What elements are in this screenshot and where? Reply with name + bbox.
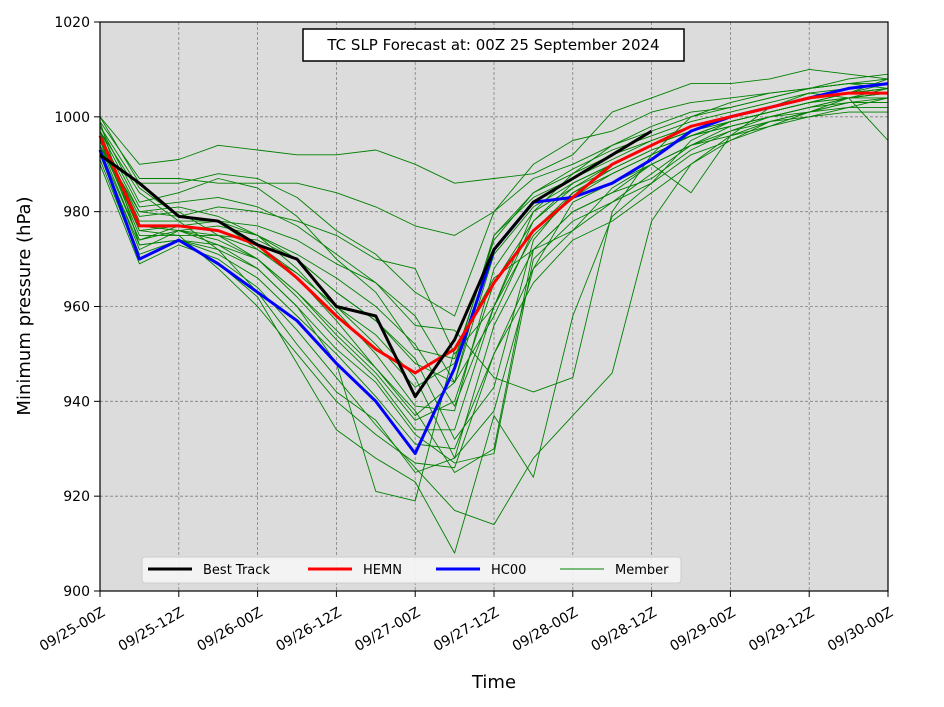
legend-label-best-track: Best Track (203, 563, 270, 578)
member-line-9 (99, 111, 888, 464)
x-tick-label: 09/27-00Z (352, 605, 423, 655)
member-line-11 (99, 97, 889, 526)
x-tick-label: 09/28-12Z (589, 605, 660, 655)
member-line-14 (99, 87, 889, 473)
member-line-17 (99, 83, 889, 360)
y-tick-label: 900 (63, 584, 90, 600)
y-tick-label: 1020 (54, 15, 90, 31)
y-axis-label: Minimum pressure (hPa) (14, 196, 35, 415)
legend: Best Track HEMN HC00 Member (141, 556, 682, 584)
member-line-22 (99, 73, 889, 393)
legend-label-hc00: HC00 (491, 563, 526, 578)
member-line-21 (99, 92, 889, 502)
chart-title-frame (302, 28, 685, 62)
legend-label-hemn: HEMN (363, 563, 402, 578)
y-tick-label: 920 (63, 489, 90, 505)
x-axis-label: Time (471, 672, 516, 693)
member-line-18 (99, 78, 889, 317)
series-line-best-track (99, 129, 653, 399)
y-tick-label: 1000 (54, 110, 90, 126)
member-line-1 (99, 68, 889, 184)
member-line-23 (99, 92, 889, 383)
x-tick-label: 09/26-00Z (195, 605, 266, 655)
member-line-13 (99, 92, 889, 469)
y-tick-label: 940 (63, 394, 90, 410)
legend-label-member: Member (615, 563, 669, 578)
chart-title-box: TC SLP Forecast at: 00Z 25 September 202… (302, 28, 685, 62)
member-line-8 (99, 106, 888, 473)
series-group (98, 68, 889, 554)
x-tick-label: 09/29-00Z (667, 605, 738, 655)
x-tick-label: 09/29-12Z (746, 605, 817, 655)
y-tick-label: 980 (63, 205, 90, 221)
series-line-hemn (98, 91, 888, 375)
legend-frame (141, 556, 682, 584)
x-tick-label: 09/25-12Z (116, 605, 187, 655)
x-tick-label: 09/25-00Z (37, 605, 108, 655)
x-tick-label: 09/27-12Z (431, 605, 502, 655)
x-tick-label: 09/30-00Z (825, 605, 896, 655)
x-tick-label: 09/26-12Z (273, 605, 344, 655)
x-tick-label: 09/28-00Z (510, 605, 581, 655)
chart-title: TC SLP Forecast at: 00Z 25 September 202… (326, 36, 659, 54)
y-tick-label: 960 (63, 300, 90, 316)
